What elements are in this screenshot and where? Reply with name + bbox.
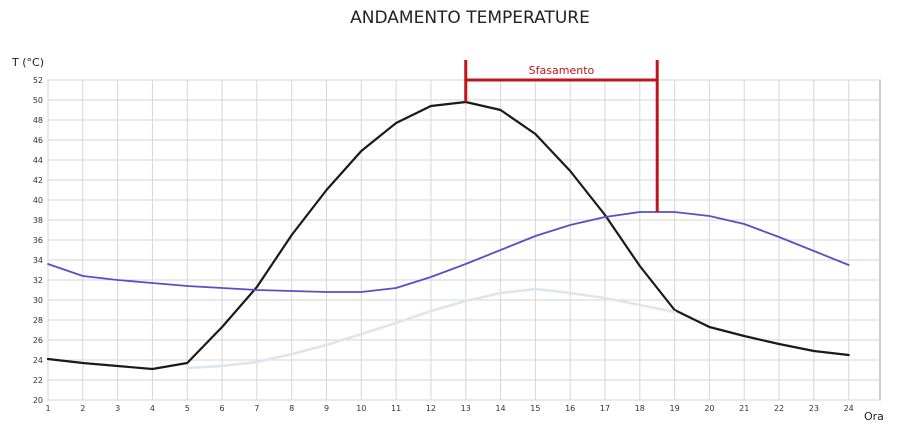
x-tick-label: 14	[495, 404, 505, 413]
y-tick-label: 26	[33, 336, 43, 345]
series-line-1	[46, 100, 850, 371]
x-tick-label: 6	[220, 404, 225, 413]
x-tick-label: 23	[809, 404, 819, 413]
y-tick-label: 32	[33, 276, 43, 285]
x-tick-label: 21	[739, 404, 749, 413]
x-tick-label: 17	[600, 404, 610, 413]
x-tick-label: 4	[150, 404, 155, 413]
y-tick-label: 40	[33, 196, 43, 205]
annotations: Sfasamento	[464, 60, 659, 212]
x-tick-label: 1	[45, 404, 50, 413]
y-tick-labels: 20 22 24 26 28 30 32 34 36 38 40 42 44 46 48 50 52	[33, 76, 43, 405]
x-tick-label: 13	[461, 404, 471, 413]
y-axis-title: T (°C)	[11, 56, 44, 69]
x-tick-label: 20	[704, 404, 714, 413]
x-tick-label: 22	[774, 404, 784, 413]
grid	[47, 79, 880, 401]
x-tick-label: 15	[530, 404, 540, 413]
y-tick-label: 46	[33, 136, 43, 145]
series-line-2	[47, 211, 850, 293]
phase-shift-label: Sfasamento	[529, 64, 595, 77]
x-tick-label: 18	[635, 404, 645, 413]
y-tick-label: 50	[33, 96, 43, 105]
chart-title: ANDAMENTO TEMPERATURE	[350, 8, 590, 28]
x-tick-label: 9	[324, 404, 329, 413]
y-tick-label: 36	[33, 236, 43, 245]
y-tick-label: 20	[33, 396, 43, 405]
x-tick-label: 19	[670, 404, 680, 413]
y-tick-label: 52	[33, 76, 43, 85]
y-tick-label: 22	[33, 376, 43, 385]
series-lines	[46, 100, 850, 371]
y-tick-label: 38	[33, 216, 43, 225]
y-tick-label: 34	[33, 256, 43, 265]
x-tick-label: 12	[426, 404, 436, 413]
x-axis-title: Ora	[864, 410, 884, 423]
x-tick-label: 11	[391, 404, 401, 413]
x-tick-label: 8	[289, 404, 294, 413]
x-tick-label: 10	[356, 404, 366, 413]
y-tick-label: 30	[33, 296, 43, 305]
x-tick-labels: 1 2 3 4 5 6 7 8 9 10 11 12 13 14 15 16 17 18 19 20 21 22 23 24	[45, 404, 853, 413]
y-tick-label: 28	[33, 316, 43, 325]
x-tick-label: 16	[565, 404, 575, 413]
x-tick-label: 5	[185, 404, 190, 413]
y-tick-label: 24	[33, 356, 43, 365]
y-tick-label: 48	[33, 116, 43, 125]
y-tick-label: 42	[33, 176, 43, 185]
x-tick-label: 3	[115, 404, 120, 413]
y-tick-label: 44	[33, 156, 43, 165]
x-tick-label: 7	[254, 404, 259, 413]
series-line-3	[185, 287, 676, 370]
x-tick-label: 24	[844, 404, 854, 413]
x-tick-label: 2	[80, 404, 85, 413]
